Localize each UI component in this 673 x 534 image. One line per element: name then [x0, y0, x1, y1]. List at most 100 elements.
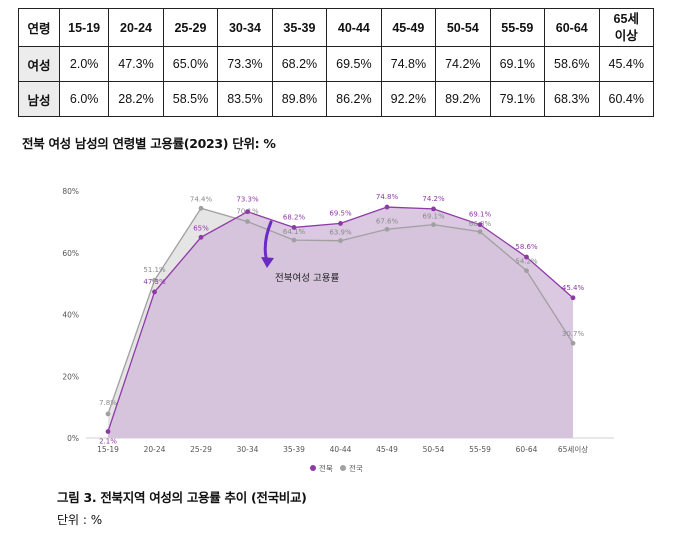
national-point — [570, 340, 576, 346]
national-data-label: 7.8% — [99, 399, 117, 407]
table-cell: 58.6% — [544, 46, 600, 82]
national-point — [384, 226, 390, 232]
jeonbuk-point — [524, 254, 529, 260]
table-cell: 60.4% — [598, 81, 654, 117]
jeonbuk-point — [384, 204, 390, 210]
table-cell: 83.5% — [217, 81, 273, 117]
table-col-header: 40-44 — [326, 8, 382, 47]
jeonbuk-data-label: 74.2% — [422, 195, 445, 203]
table-cell: 68.3% — [544, 81, 600, 117]
table-cell: 47.3% — [108, 46, 164, 82]
table-caption: 전북 여성 남성의 연령별 고용률(2023) 단위: % — [22, 136, 276, 151]
table-row-female: 여성 2.0% 47.3% 65.0% 73.3% 68.2% 69.5% 74.8% 74.2… — [18, 46, 654, 82]
annotation-text: 전북여성 고용률 — [275, 272, 339, 284]
x-tick-label: 30-34 — [237, 445, 259, 454]
legend-marker — [340, 465, 346, 471]
y-tick-label: 60% — [62, 249, 79, 258]
jeonbuk-data-label: 45.4% — [562, 284, 585, 292]
jeonbuk-point — [245, 209, 250, 215]
y-tick-label: 40% — [62, 311, 79, 320]
annotation-arrowhead — [261, 257, 274, 268]
jeonbuk-point — [570, 295, 576, 301]
table-cell: 92.2% — [380, 81, 437, 117]
legend-label: 전국 — [349, 463, 363, 473]
table-cell: 58.5% — [162, 81, 219, 117]
table-col-header: 65세 이상 — [598, 8, 654, 47]
jeonbuk-point — [105, 429, 111, 434]
figure-caption: 그림 3. 전북지역 여성의 고용률 추이 (전국비교) — [57, 490, 307, 505]
jeonbuk-area — [108, 207, 573, 438]
y-tick-label: 80% — [62, 187, 79, 196]
national-data-label: 30.7% — [562, 330, 585, 338]
jeonbuk-data-label: 73.3% — [236, 196, 259, 204]
national-data-label: 54.2% — [515, 258, 538, 266]
jeonbuk-data-label: 68.2% — [283, 213, 306, 221]
jeonbuk-data-label: 69.1% — [469, 211, 492, 219]
national-point — [152, 277, 157, 283]
national-data-label: 69.1% — [422, 213, 445, 221]
national-point — [105, 411, 111, 417]
y-tick-label: 20% — [62, 372, 79, 381]
table-cell: 89.2% — [435, 81, 491, 117]
national-point — [477, 229, 483, 235]
table-cell: 28.2% — [108, 81, 164, 117]
y-tick-label: 0% — [67, 434, 79, 443]
x-tick-label: 65세이상 — [558, 444, 588, 454]
table-row-label: 여성 — [18, 46, 60, 82]
national-point — [198, 205, 204, 211]
national-data-label: 63.9% — [329, 229, 352, 237]
table-col-header: 55-59 — [489, 8, 546, 47]
jeonbuk-point — [338, 221, 343, 226]
table-cell: 6.0% — [58, 81, 110, 117]
table-col-header: 60-64 — [544, 8, 600, 47]
jeonbuk-data-label: 2.1% — [99, 438, 117, 446]
national-data-label: 74.4% — [190, 195, 213, 203]
x-tick-label: 60-64 — [516, 445, 538, 454]
national-data-label: 51.1% — [143, 266, 166, 274]
jeonbuk-point — [431, 206, 436, 212]
x-tick-label: 15-19 — [97, 445, 119, 454]
table-col-header: 35-39 — [271, 8, 328, 47]
jeonbuk-point — [198, 234, 204, 240]
jeonbuk-data-label: 74.8% — [376, 193, 399, 201]
table-cell: 74.8% — [380, 46, 437, 82]
jeonbuk-point — [152, 289, 157, 295]
table-corner-header: 연령 — [18, 8, 60, 47]
table-cell: 73.3% — [217, 46, 273, 82]
employment-rate-table: 연령 15-19 20-24 25-29 30-34 35-39 40-44 45-49 50-… — [18, 8, 654, 117]
legend-marker — [310, 465, 316, 471]
jeonbuk-point — [477, 222, 483, 228]
table-cell: 69.5% — [326, 46, 382, 82]
legend-label: 전북 — [319, 463, 333, 473]
national-point — [524, 268, 529, 274]
national-data-label: 67.6% — [376, 217, 399, 225]
x-tick-label: 45-49 — [376, 445, 398, 454]
jeonbuk-data-label: 65% — [193, 224, 209, 232]
national-point — [431, 222, 436, 228]
x-tick-label: 20-24 — [144, 445, 166, 454]
jeonbuk-data-label: 58.6% — [515, 243, 538, 251]
national-point — [338, 238, 343, 244]
jeonbuk-data-label: 69.5% — [329, 209, 352, 217]
x-tick-label: 25-29 — [190, 445, 212, 454]
x-tick-label: 40-44 — [330, 445, 352, 454]
table-col-header: 50-54 — [435, 8, 491, 47]
jeonbuk-point — [291, 225, 297, 230]
table-col-header: 30-34 — [217, 8, 273, 47]
table-row-male: 남성 6.0% 28.2% 58.5% 83.5% 89.8% 86.2% 92.2% 89.2… — [18, 81, 654, 117]
x-tick-label: 55-59 — [469, 445, 491, 454]
x-tick-label: 50-54 — [423, 445, 445, 454]
table-cell: 69.1% — [489, 46, 546, 82]
table-cell: 45.4% — [598, 46, 654, 82]
table-cell: 86.2% — [326, 81, 382, 117]
x-tick-label: 35-39 — [283, 445, 305, 454]
table-header-row: 연령 15-19 20-24 25-29 30-34 35-39 40-44 45-49 50-… — [18, 8, 654, 47]
jeonbuk-data-label: 47.3% — [143, 278, 166, 286]
national-point — [245, 219, 250, 224]
unit-note: 단위 : % — [57, 513, 103, 527]
table-row-label: 남성 — [18, 81, 60, 117]
national-point — [291, 237, 297, 243]
table-col-header: 45-49 — [380, 8, 437, 47]
national-data-label: 64.1% — [283, 228, 306, 236]
